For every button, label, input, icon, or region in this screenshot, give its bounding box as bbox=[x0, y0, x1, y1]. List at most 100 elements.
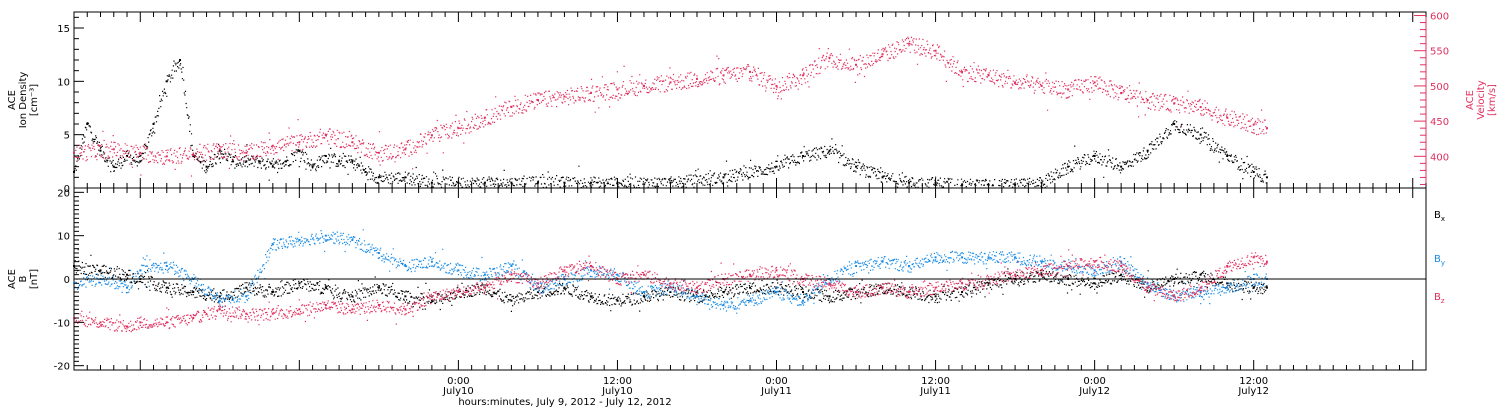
b-series-bz-point-3 bbox=[139, 321, 142, 324]
top-series-left-point-10 bbox=[205, 165, 208, 168]
top-series-right-point-5 bbox=[218, 148, 221, 151]
b-series-bx-point-40 bbox=[1120, 273, 1123, 276]
x-tick-time-label: 12:00 bbox=[1239, 376, 1268, 387]
b-series-bz-point-4 bbox=[165, 321, 168, 324]
top-series-left-point-22 bbox=[364, 171, 367, 173]
b-series-bz-point-27 bbox=[775, 269, 778, 272]
top-series-right-point-10 bbox=[351, 141, 354, 144]
b-series-bx-point-6 bbox=[218, 295, 221, 298]
b-series-bz-point-12 bbox=[377, 304, 380, 306]
top-series-left-point-9 bbox=[192, 155, 195, 157]
top-series-right-point-38 bbox=[1093, 81, 1096, 84]
b-series-by-point-44 bbox=[1226, 286, 1229, 289]
x-tick-date-label: July11 bbox=[919, 386, 951, 397]
top-series-right-point-23 bbox=[695, 77, 698, 80]
top-series-left-point-47 bbox=[1093, 155, 1096, 157]
b-series-bx-point-5 bbox=[192, 291, 195, 293]
b-tick-label: 10 bbox=[57, 232, 70, 243]
top-series-right-scatter bbox=[74, 36, 1268, 177]
top-series-left-point-39 bbox=[881, 176, 884, 179]
b-series-bz-point-34 bbox=[961, 282, 964, 285]
b-series-bz-point-19 bbox=[563, 269, 566, 272]
top-series-left-point-34 bbox=[722, 176, 725, 179]
b-tick-label: -20 bbox=[54, 362, 70, 373]
top-series-right-point-28 bbox=[828, 56, 831, 59]
x-tick-time-label: 0:00 bbox=[447, 376, 469, 387]
b-series-bx-point-2 bbox=[126, 273, 129, 276]
legend-bx: Bx bbox=[1434, 210, 1445, 223]
top-series-left-point-37 bbox=[828, 149, 831, 152]
top-series-left-point-6 bbox=[152, 123, 155, 125]
b-series-by-point-35 bbox=[987, 256, 990, 259]
top-series-left-point-16 bbox=[285, 160, 288, 163]
top-series-left-point-2 bbox=[99, 149, 102, 152]
b-series-bx-point-45 bbox=[1252, 286, 1255, 289]
top-series-left-point-25 bbox=[430, 181, 433, 184]
top-series-right-point-19 bbox=[589, 91, 592, 94]
b-series-bx-point-12 bbox=[377, 286, 380, 289]
top-series-left-point-29 bbox=[536, 181, 539, 184]
b-series-by-point-17 bbox=[510, 265, 513, 267]
b-series-bz-point-38 bbox=[1067, 265, 1070, 267]
b-tick-label: -10 bbox=[54, 318, 70, 329]
b-series-bx-point-19 bbox=[563, 286, 566, 289]
density-axis-title-line-2: [cm⁻³] bbox=[29, 84, 40, 116]
top-series-left-point-3 bbox=[112, 165, 115, 168]
b-series-bx-point-10 bbox=[324, 286, 327, 289]
b-series-bz-point-8 bbox=[271, 312, 274, 315]
b-series-bz-point-5 bbox=[192, 317, 195, 319]
b-series-by-point-41 bbox=[1146, 282, 1149, 285]
top-series-left-point-13 bbox=[245, 160, 248, 163]
x-tick-time-label: 12:00 bbox=[603, 376, 632, 387]
top-series-right-point-37 bbox=[1067, 88, 1070, 91]
top-series-left-point-20 bbox=[338, 160, 341, 163]
x-tick-time-label: 0:00 bbox=[765, 376, 787, 387]
b-series-bz-point-6 bbox=[218, 308, 221, 311]
b-series-bx-point-28 bbox=[802, 291, 805, 293]
top-series-left-point-49 bbox=[1146, 149, 1149, 152]
b-series-bx-point-17 bbox=[510, 299, 513, 302]
b-series-by-cloud bbox=[74, 229, 1268, 317]
b-series-bx-point-4 bbox=[165, 286, 168, 289]
top-series-left-point-24 bbox=[404, 176, 407, 179]
top-series-left-point-53 bbox=[1252, 171, 1255, 173]
b-series-bx-point-29 bbox=[828, 295, 831, 298]
b-series-bz-point-22 bbox=[642, 273, 645, 276]
b-series-bz-point-37 bbox=[1040, 269, 1043, 272]
top-series-right-point-15 bbox=[483, 116, 486, 119]
x-tick-date-label: July11 bbox=[760, 386, 792, 397]
b-series-by-point-16 bbox=[483, 273, 486, 276]
b-series-bz-point-9 bbox=[298, 308, 301, 311]
b-series-by-scatter bbox=[74, 229, 1268, 317]
b-series-bz-point-43 bbox=[1199, 286, 1202, 289]
density-axis-title-line-0: ACE bbox=[7, 90, 18, 110]
top-series-left-point-11 bbox=[218, 149, 221, 152]
b-series-by-point-13 bbox=[404, 265, 407, 267]
top-series-right-point-13 bbox=[430, 134, 433, 137]
b-series-bz-point-13 bbox=[404, 308, 407, 311]
legend-by: By bbox=[1434, 254, 1445, 267]
b-series-bz-point-30 bbox=[855, 291, 858, 293]
b-series-bz-point-15 bbox=[457, 291, 460, 293]
x-tick-date-label: July12 bbox=[1078, 386, 1110, 397]
top-series-right-point-12 bbox=[404, 148, 407, 151]
b-series-by-point-23 bbox=[669, 286, 672, 289]
b-series-by-point-39 bbox=[1093, 269, 1096, 272]
b-series-bz-point-29 bbox=[828, 282, 831, 285]
b-series-bz-point-18 bbox=[536, 282, 539, 285]
top-series-right-point-20 bbox=[616, 88, 619, 91]
top-series-left-point-5 bbox=[139, 160, 142, 163]
b-series-by-point-21 bbox=[616, 273, 619, 276]
top-series-left-point-8 bbox=[179, 59, 182, 61]
velocity-tick-label: 450 bbox=[1430, 117, 1449, 128]
velocity-tick-label: 550 bbox=[1430, 47, 1449, 58]
top-series-left-point-23 bbox=[377, 176, 380, 179]
x-axis-title: hours:minutes, July 9, 2012 - July 12, 2… bbox=[458, 397, 671, 408]
b-series-bx-point-44 bbox=[1226, 282, 1229, 285]
b-series-by-point-15 bbox=[457, 269, 460, 272]
x-tick-date-label: July12 bbox=[1237, 386, 1269, 397]
b-tick-label: 0 bbox=[64, 275, 70, 286]
b-series-by-point-31 bbox=[881, 260, 884, 263]
top-series-right-point-0 bbox=[73, 151, 75, 154]
b-series-by-point-14 bbox=[430, 260, 433, 263]
